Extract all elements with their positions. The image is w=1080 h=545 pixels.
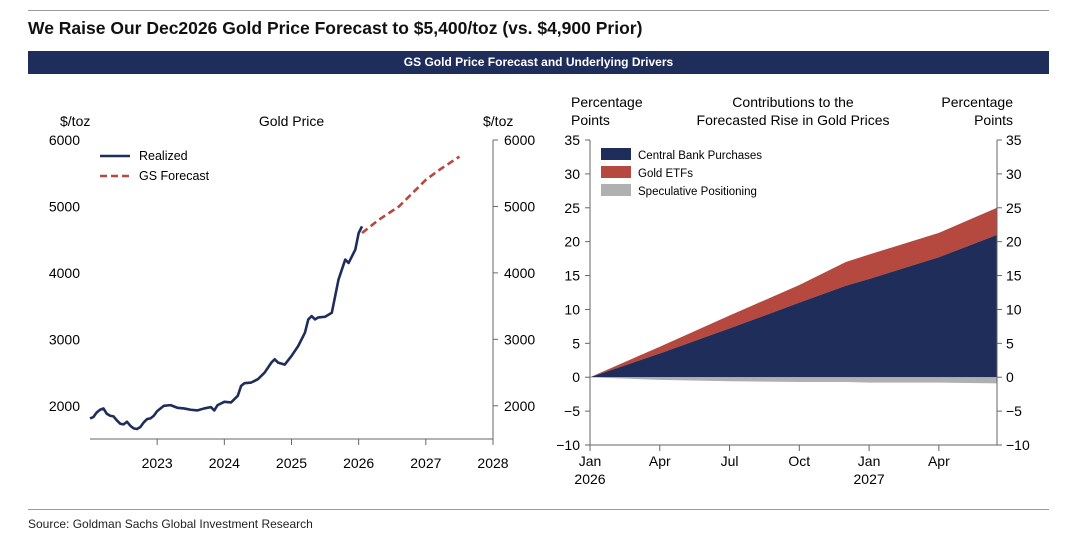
right-chart-ytick-label-right: 30: [1006, 166, 1022, 182]
right-chart-left-unit-line2: Points: [571, 112, 610, 128]
right-chart-ytick-label-right: 10: [1006, 301, 1022, 317]
left-chart-ytick-label-right: 6000: [504, 132, 535, 148]
left-chart-xtick-label: 2025: [276, 455, 307, 471]
central-bank-purchases-area: [590, 234, 997, 378]
gold-etfs-area: [590, 207, 997, 378]
right-chart-xtick-label: Jan: [858, 453, 881, 469]
left-chart-xtick-label: 2028: [477, 455, 508, 471]
right-chart-right-unit-line1: Percentage: [941, 94, 1013, 110]
legend-central-bank-swatch: [601, 148, 631, 160]
left-chart-ytick-label-right: 3000: [504, 331, 535, 347]
right-chart-ytick-label-left: −10: [556, 437, 580, 453]
left-chart-xtick-label: 2027: [410, 455, 441, 471]
right-chart-xtick-year-label: 2026: [574, 471, 605, 487]
bottom-rule: [28, 509, 1049, 510]
left-chart-ytick-label-left: 4000: [49, 265, 80, 281]
legend-forecast-label: GS Forecast: [139, 169, 210, 183]
right-chart-ytick-label-left: 20: [564, 234, 580, 250]
right-chart-ytick-label-left: −5: [564, 403, 580, 419]
page-title: We Raise Our Dec2026 Gold Price Forecast…: [28, 18, 643, 38]
right-chart-xtick-label: Jul: [721, 453, 739, 469]
right-chart-ytick-label-left: 35: [564, 132, 580, 148]
right-y-unit-label: $/toz: [483, 113, 513, 129]
legend-realized-label: Realized: [139, 149, 188, 163]
left-chart-ytick-label-right: 5000: [504, 198, 535, 214]
right-chart-ytick-label-left: 0: [572, 369, 580, 385]
chart-banner: GS Gold Price Forecast and Underlying Dr…: [28, 51, 1049, 74]
right-chart-ytick-label-right: 25: [1006, 200, 1022, 216]
top-rule: [28, 10, 1049, 11]
right-chart-xtick-year-label: 2027: [854, 471, 885, 487]
right-chart-ytick-label-left: 10: [564, 301, 580, 317]
speculative-positioning-area: [590, 377, 997, 384]
right-chart-ytick-label-right: −5: [1006, 403, 1022, 419]
right-chart-xtick-label: Apr: [649, 453, 671, 469]
left-chart-xtick-label: 2026: [343, 455, 374, 471]
right-chart-ytick-label-right: 0: [1006, 369, 1014, 385]
right-chart-ytick-label-left: 15: [564, 268, 580, 284]
right-chart-xtick-label: Jan: [579, 453, 602, 469]
right-chart-ytick-label-right: −10: [1006, 437, 1030, 453]
left-chart-ytick-label-left: 5000: [49, 198, 80, 214]
left-chart-ytick-label-right: 4000: [504, 265, 535, 281]
left-chart-ytick-label-left: 3000: [49, 331, 80, 347]
right-chart-ytick-label-left: 30: [564, 166, 580, 182]
right-chart-ytick-label-right: 15: [1006, 268, 1022, 284]
left-chart-ytick-label-right: 2000: [504, 398, 535, 414]
right-chart-ytick-label-right: 20: [1006, 234, 1022, 250]
forecast-price-line: [361, 155, 461, 235]
source-note: Source: Goldman Sachs Global Investment …: [28, 517, 313, 531]
legend-speculative-swatch: [601, 184, 631, 196]
legend-central-bank-label: Central Bank Purchases: [638, 150, 762, 162]
left-chart-ytick-label-left: 6000: [49, 132, 80, 148]
right-chart-title-line1: Contributions to the: [732, 94, 854, 110]
right-chart-title-line2: Forecasted Rise in Gold Prices: [697, 112, 890, 128]
right-chart-xtick-label: Oct: [788, 453, 810, 469]
right-chart-xtick-label: Apr: [928, 453, 950, 469]
legend-gold-etfs-label: Gold ETFs: [638, 168, 693, 180]
right-chart-right-unit-line2: Points: [974, 112, 1013, 128]
left-y-unit-label: $/toz: [60, 113, 90, 129]
left-chart-xtick-label: 2023: [142, 455, 173, 471]
left-chart-title: Gold Price: [259, 113, 325, 129]
right-chart-ytick-label-right: 35: [1006, 132, 1022, 148]
left-chart-xtick-label: 2024: [209, 455, 240, 471]
right-chart-left-unit-line1: Percentage: [571, 94, 643, 110]
realized-price-line: [89, 225, 364, 431]
right-chart-ytick-label-right: 5: [1006, 335, 1014, 351]
right-chart-ytick-label-left: 25: [564, 200, 580, 216]
right-chart-ytick-label-left: 5: [572, 335, 580, 351]
legend-speculative-label: Speculative Positioning: [638, 186, 757, 198]
left-chart-ytick-label-left: 2000: [49, 398, 80, 414]
legend-gold-etfs-swatch: [601, 166, 631, 178]
